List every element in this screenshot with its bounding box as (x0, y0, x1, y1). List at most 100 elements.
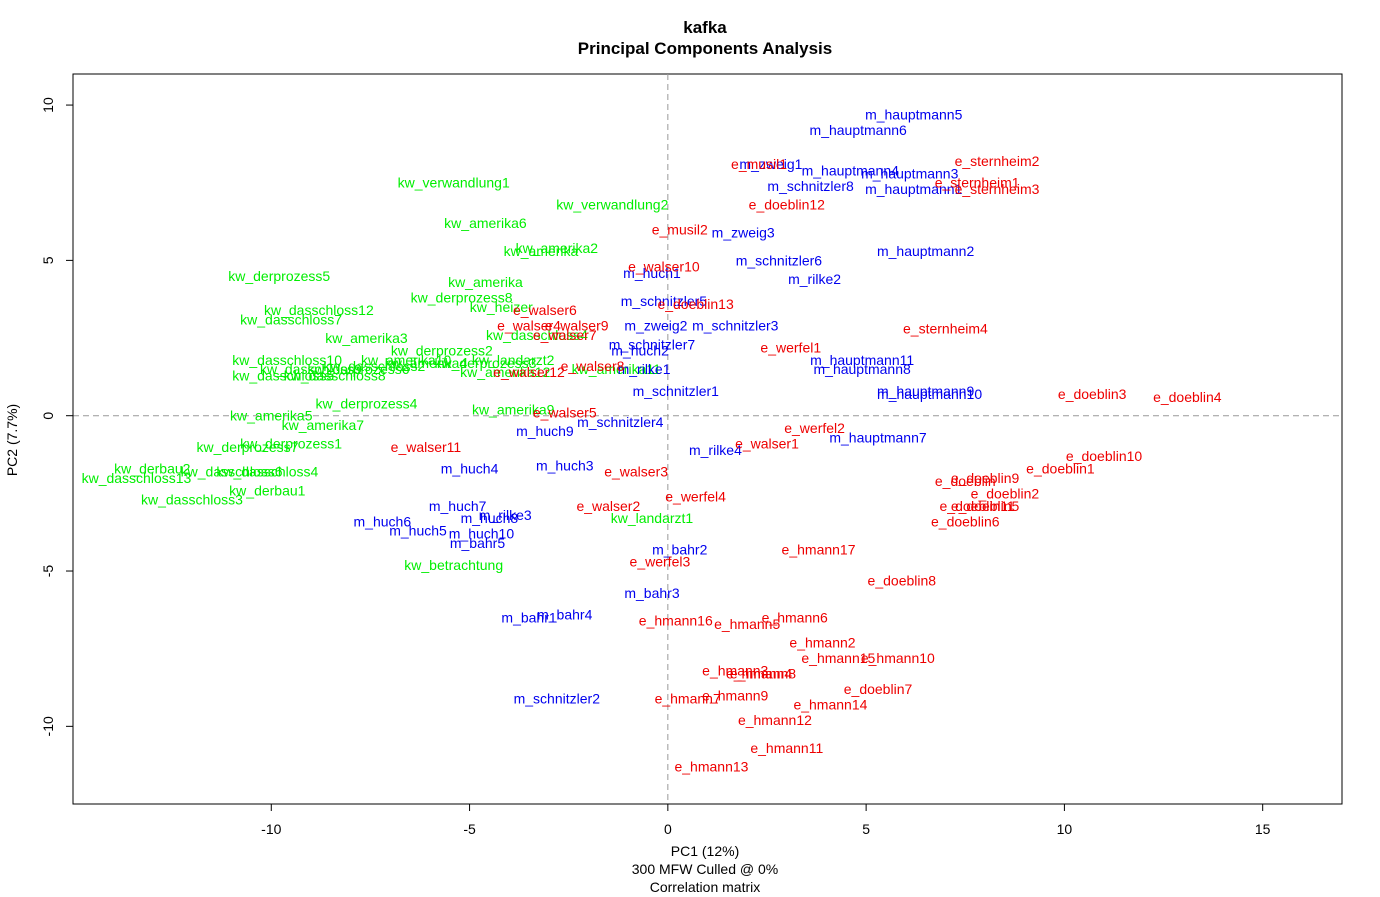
point-label-e: e_doeblin (935, 473, 996, 489)
x-tick-label: 15 (1255, 821, 1271, 837)
point-label-e: e_hmann2 (789, 634, 855, 650)
point-label-m: m_hauptmann5 (865, 106, 963, 122)
point-label-e: e_hmann11 (750, 740, 823, 756)
point-label-m: m_zweig3 (712, 224, 775, 240)
point-label-m: m_hauptmann7 (829, 429, 927, 445)
point-label-kw: kw_derbau1 (229, 482, 305, 498)
y-tick-label: -5 (40, 565, 56, 578)
point-label-e: e_hmann9 (702, 687, 768, 703)
point-label-kw: kw_amerika5 (230, 408, 313, 424)
x-tick-label: -10 (261, 821, 281, 837)
point-label-m: m_schnitzler6 (736, 252, 823, 268)
x-axis: -10 -5 0 5 10 15 (261, 803, 1271, 837)
point-label-kw: kw_derbau2 (114, 461, 190, 477)
point-label-m: m_rilke3 (479, 507, 532, 523)
x-tick-label: -5 (463, 821, 476, 837)
point-label-e: e_hmann15 (801, 650, 875, 666)
point-label-e: e_werfel4 (665, 488, 726, 504)
point-label-kw: kw_dasschloss13 (82, 470, 192, 486)
point-label-e: e_walser5 (533, 405, 597, 421)
point-label-kw: kw_amerika10 (361, 352, 451, 368)
point-label-m: m_schnitzler8 (767, 178, 854, 194)
point-label-m: m_bahr2 (652, 541, 707, 557)
point-label-kw: kw_verwandlung1 (398, 175, 510, 191)
point-label-e: e_hmann4 (726, 666, 792, 682)
point-label-kw: kw_verwandlung2 (556, 196, 668, 212)
point-label-e: e_sternheim3 (955, 181, 1040, 197)
point-label-e: e_doeblin8 (868, 572, 937, 588)
point-label-e: e_werfel2 (784, 420, 845, 436)
x-tick-label: 0 (664, 821, 672, 837)
y-axis-label: PC2 (7.7%) (4, 404, 20, 476)
point-label-e: e_walser11 (391, 439, 462, 455)
point-label-e: e_doeblin13 (657, 296, 734, 312)
point-label-e: e_musil2 (652, 221, 708, 237)
point-label-m: m_hauptmann11 (810, 352, 914, 368)
point-label-kw: kw_amerika (504, 243, 579, 259)
point-label-kw: kw_amerika4 (385, 355, 468, 371)
point-label-kw: kw_dasschloss7 (240, 311, 342, 327)
point-label-e: e_doeblin5 (951, 498, 1020, 514)
point-label-kw: kw_betrachtung (404, 557, 503, 573)
point-label-e: e_hmann12 (738, 712, 812, 728)
point-label-m: m_schnitzler5 (621, 293, 708, 309)
point-label-m: m_bahr3 (624, 585, 679, 601)
point-label-e: e_walser9 (545, 318, 609, 334)
point-label-kw: kw_dasschloss8 (284, 367, 386, 383)
point-label-e: e_sternheim2 (955, 153, 1040, 169)
point-label-m: m_schnitzler4 (577, 414, 664, 430)
point-label-m: m_rilke4 (689, 442, 742, 458)
y-tick-label: 0 (40, 412, 56, 420)
point-label-m: m_schnitzler2 (514, 690, 601, 706)
point-label-e: e_werfel3 (630, 554, 691, 570)
point-label-e: e_doeblin3 (1058, 386, 1127, 402)
point-label-m: m_huch2 (611, 342, 669, 358)
point-label-m: m_huch3 (536, 457, 594, 473)
point-label-m: m_hauptmann6 (810, 122, 908, 138)
point-label-m: m_hauptmann2 (877, 243, 975, 259)
point-label-kw: kw_dasschloss4 (216, 464, 318, 480)
point-label-kw: kw_heizer (470, 299, 533, 315)
point-labels: kw_verwandlung1 kw_verwandlung2 kw_amerika… (82, 106, 1222, 774)
point-label-e: e_doeblin12 (749, 196, 826, 212)
point-label-m: m_hauptmann4 (802, 162, 900, 178)
footnote-matrix: Correlation matrix (650, 879, 760, 895)
point-label-e: e_doeblin10 (1066, 448, 1143, 464)
point-label-e: e_musil1 (731, 156, 787, 172)
y-tick-label: 5 (40, 256, 56, 264)
point-label-m: m_zweig2 (624, 318, 687, 334)
point-label-kw: kw_amerika9 (472, 401, 555, 417)
point-label-kw: kw_amerika7 (282, 417, 365, 433)
point-label-e: e_werfel1 (760, 339, 821, 355)
point-label-e: e_doeblin6 (931, 513, 1000, 529)
point-label-kw: kw_derprozess8 (411, 290, 513, 306)
x-tick-label: 5 (862, 821, 870, 837)
point-label-kw: kw_dasschloss12 (264, 302, 374, 318)
point-label-kw: kw_dasschloss5 (232, 367, 334, 383)
point-label-m: m_huch1 (623, 265, 681, 281)
point-label-kw: kw_amerika12 (460, 364, 550, 380)
point-label-e: e_doeblin2 (971, 485, 1040, 501)
y-tick-label: 10 (40, 97, 56, 113)
point-label-e: e_doeblin9 (951, 470, 1020, 486)
point-label-e: e_doeblin1 (1026, 461, 1095, 477)
point-label-e: e_sternheim1 (935, 175, 1020, 191)
point-label-m: m_hauptmann9 (877, 383, 975, 399)
point-label-kw: kw_derprozess4 (315, 395, 417, 411)
point-label-e: e_hmann16 (639, 613, 713, 629)
point-label-e: e_doeblin7 (844, 681, 913, 697)
point-label-m: m_hauptmann10 (877, 386, 982, 402)
point-label-e: e_walser6 (513, 302, 577, 318)
point-label-e: e_hmann3 (702, 662, 768, 678)
point-label-kw: kw_derprozess5 (228, 268, 330, 284)
point-label-m: m_hauptmann3 (861, 165, 959, 181)
point-label-e: e_walser2 (576, 498, 640, 514)
point-label-kw: kw_derprozess6 (308, 361, 410, 377)
point-label-kw: kw_landarzt2 (472, 352, 555, 368)
point-label-e: e_hmann8 (730, 666, 796, 682)
point-label-e: e_hmann13 (674, 759, 748, 775)
point-label-e: e_hmann14 (793, 697, 867, 713)
point-label-kw: kw_amerika6 (444, 215, 527, 231)
point-label-kw: kw_dasschloss4 (486, 327, 588, 343)
